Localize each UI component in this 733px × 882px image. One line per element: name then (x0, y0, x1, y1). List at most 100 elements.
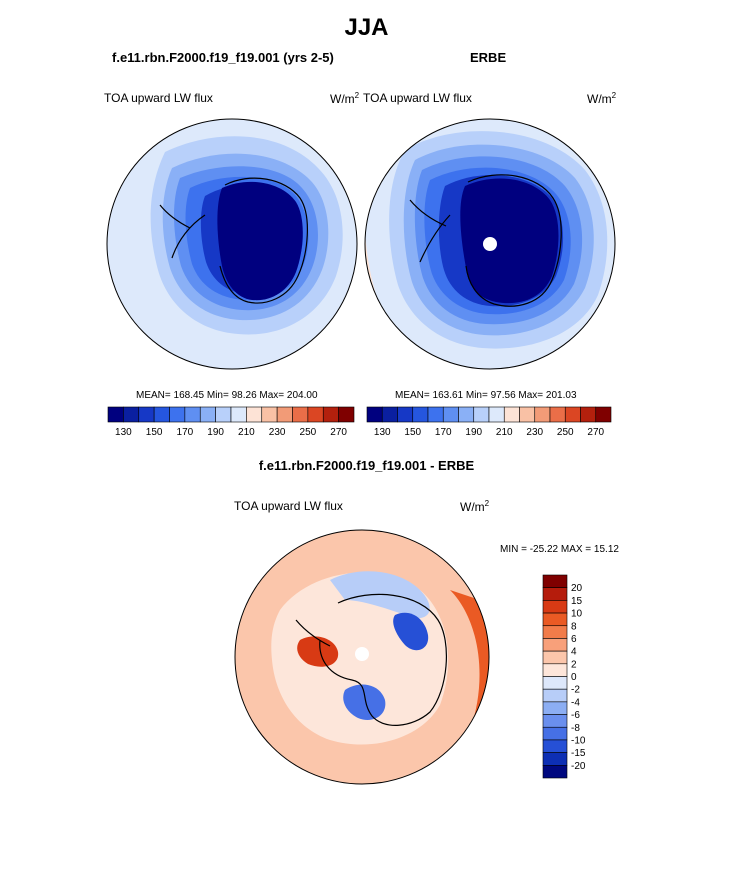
model-colorbar-tick-label: 230 (269, 427, 286, 438)
diff-colorbar-box (542, 600, 568, 614)
diff-colorbar-box (542, 765, 568, 779)
diff-colorbar-box (542, 676, 568, 690)
diff-colorbar-box (542, 688, 568, 703)
obs-variable-label: TOA upward LW flux (363, 91, 472, 105)
model-map (107, 119, 357, 369)
diff-colorbar-box (542, 752, 568, 766)
obs-colorbar: 130 150 170 190 210 230 250 270 (366, 406, 612, 438)
model-colorbar: 130 150 170 190 210 230 250 270 (107, 406, 355, 438)
model-colorbar-box (261, 406, 278, 423)
model-colorbar-box (322, 406, 339, 423)
diff-colorbar-box (542, 625, 568, 639)
diff-colorbar-box (542, 701, 568, 715)
model-colorbar-box (338, 406, 355, 423)
diff-colorbar-tick-label: 6 (571, 634, 577, 645)
diff-colorbar-tick-label: 4 (571, 647, 577, 658)
diff-colorbar-box (542, 587, 568, 601)
diff-colorbar-box (542, 663, 568, 677)
obs-colorbar-box (564, 406, 581, 423)
diff-colorbar-box (542, 574, 568, 588)
obs-colorbar-box (366, 406, 383, 423)
diff-case-title: f.e11.rbn.F2000.f19_f19.001 - ERBE (258, 458, 475, 473)
model-colorbar-box (169, 406, 186, 423)
obs-colorbar-box (427, 406, 444, 423)
obs-pole-hole (483, 237, 497, 251)
diff-colorbar-tick-label: -20 (571, 761, 586, 772)
obs-colorbar-box (442, 406, 459, 423)
diff-pole-hole (355, 647, 369, 661)
obs-stats: MEAN= 163.61 Min= 97.56 Max= 201.03 (395, 390, 577, 401)
obs-colorbar-tick-label: 130 (374, 427, 391, 438)
obs-colorbar-box (381, 406, 398, 423)
diff-colorbar-box (542, 739, 568, 753)
obs-colorbar-box (473, 406, 490, 423)
model-colorbar-tick-label: 130 (115, 427, 132, 438)
model-colorbar-tick-label: 250 (300, 427, 317, 438)
obs-colorbar-box (595, 406, 612, 423)
obs-colorbar-box (503, 406, 520, 423)
diff-colorbar-tick-label: -2 (571, 685, 580, 696)
diff-colorbar-tick-label: -8 (571, 723, 580, 734)
diff-map-border (234, 529, 490, 785)
model-colorbar-tick-label: 190 (207, 427, 224, 438)
diff-colorbar-tick-label: -15 (571, 748, 586, 759)
obs-colorbar-tick-label: 270 (587, 427, 604, 438)
model-colorbar-box (276, 406, 293, 423)
model-colorbar-box (307, 406, 324, 423)
obs-colorbar-tick-label: 250 (557, 427, 574, 438)
diff-colorbar-box (542, 612, 568, 627)
diff-colorbar-tick-label: -4 (571, 697, 580, 708)
diff-stats: MIN = -25.22 MAX = 15.12 (500, 544, 619, 555)
diff-colorbar-tick-label: 15 (571, 596, 583, 607)
obs-colorbar-box (397, 406, 414, 423)
model-colorbar-box (123, 406, 140, 423)
obs-units-label: W/m2 (587, 91, 617, 106)
diff-field-neg-south (343, 684, 386, 720)
obs-colorbar-box (458, 406, 475, 423)
model-colorbar-box (107, 406, 124, 423)
obs-field-110 (460, 178, 559, 304)
diff-field-high-e (450, 590, 489, 730)
diff-coastline (295, 593, 447, 726)
obs-colorbar-tick-label: 190 (465, 427, 482, 438)
diff-colorbar-tick-label: -10 (571, 735, 586, 746)
obs-colorbar-box (488, 406, 505, 423)
diff-field-neg-center (393, 612, 429, 651)
obs-colorbar-box (412, 406, 429, 423)
obs-map (365, 119, 615, 369)
model-case-title: f.e11.rbn.F2000.f19_f19.001 (yrs 2-5) (112, 50, 334, 65)
obs-colorbar-tick-label: 210 (496, 427, 513, 438)
diff-variable-label: TOA upward LW flux (234, 499, 343, 513)
model-colorbar-box (138, 406, 155, 423)
model-colorbar-tick-label: 170 (177, 427, 194, 438)
model-colorbar-box (199, 406, 216, 423)
model-colorbar-box (230, 406, 247, 423)
obs-colorbar-tick-label: 170 (435, 427, 452, 438)
obs-colorbar-box (580, 406, 597, 423)
model-coastline (159, 177, 308, 304)
model-colorbar-box (153, 406, 170, 423)
diff-colorbar-tick-label: -6 (571, 710, 580, 721)
diff-colorbar-box (542, 714, 568, 728)
diff-colorbar-box (542, 638, 568, 652)
model-map-border (106, 118, 358, 370)
diff-colorbar-tick-label: 20 (571, 583, 583, 594)
model-field-110 (217, 181, 303, 301)
diff-field-pos-peninsula (297, 636, 339, 667)
diff-colorbar-tick-label: 0 (571, 672, 577, 683)
season-title: JJA (344, 14, 389, 41)
model-variable-label: TOA upward LW flux (104, 91, 213, 105)
diff-colorbar-tick-label: 8 (571, 621, 577, 632)
obs-colorbar-tick-label: 230 (526, 427, 543, 438)
obs-case-title: ERBE (470, 50, 507, 65)
obs-colorbar-box (549, 406, 566, 423)
model-colorbar-tick-label: 150 (146, 427, 163, 438)
model-colorbar-box (246, 406, 263, 423)
model-colorbar-tick-label: 270 (330, 427, 347, 438)
diff-colorbar-tick-label: 2 (571, 659, 577, 670)
model-colorbar-box (215, 406, 232, 423)
diff-colorbar-tick-label: 10 (571, 609, 583, 620)
model-colorbar-box (292, 406, 309, 423)
